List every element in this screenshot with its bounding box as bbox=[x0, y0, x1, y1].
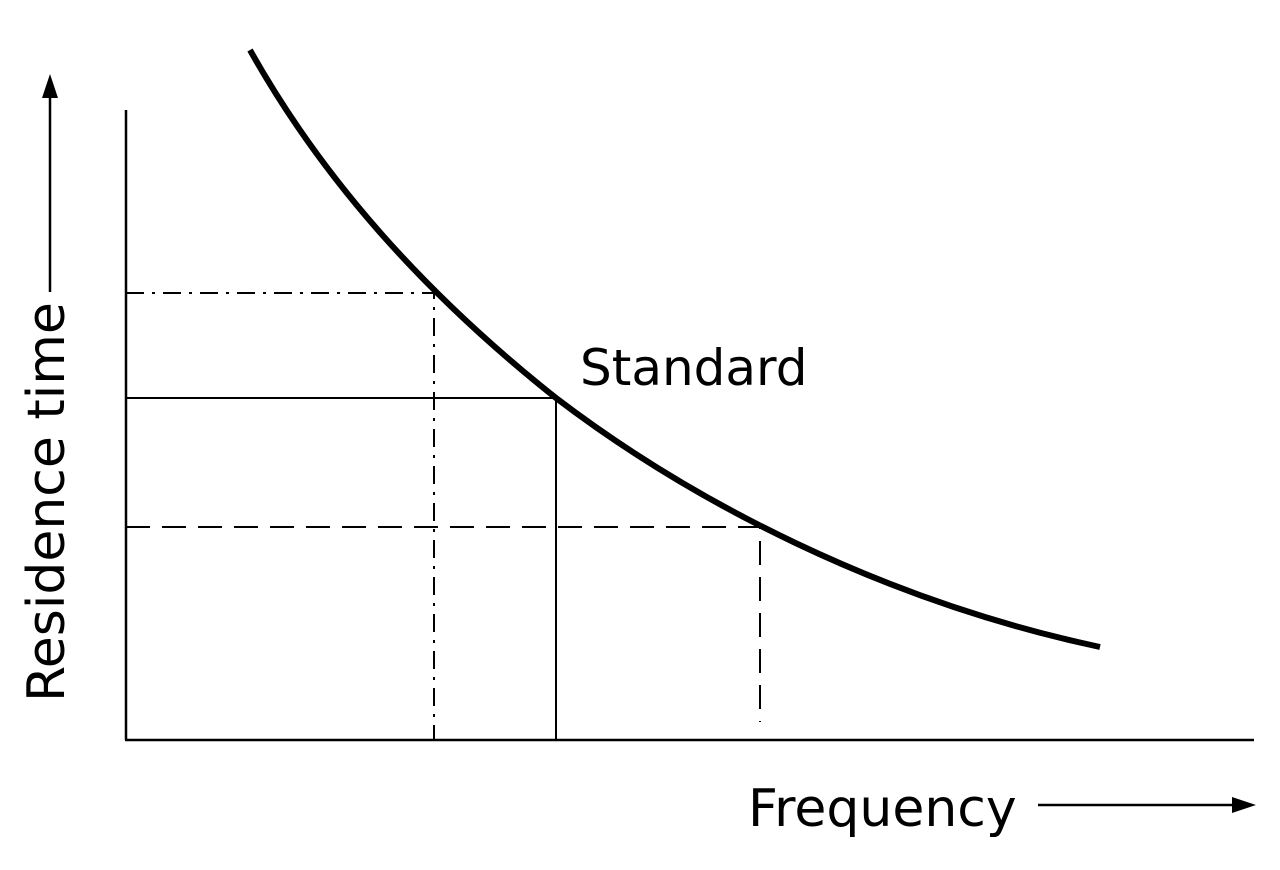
y-axis-label: Residence time bbox=[17, 302, 77, 702]
solid-guide bbox=[126, 397, 557, 740]
x-axis-label: Frequency bbox=[748, 779, 1017, 839]
curve bbox=[247, 48, 1101, 650]
dashed-guide bbox=[126, 526, 761, 722]
curve-label: Standard bbox=[580, 339, 807, 397]
dash-dot-guide bbox=[126, 292, 435, 740]
